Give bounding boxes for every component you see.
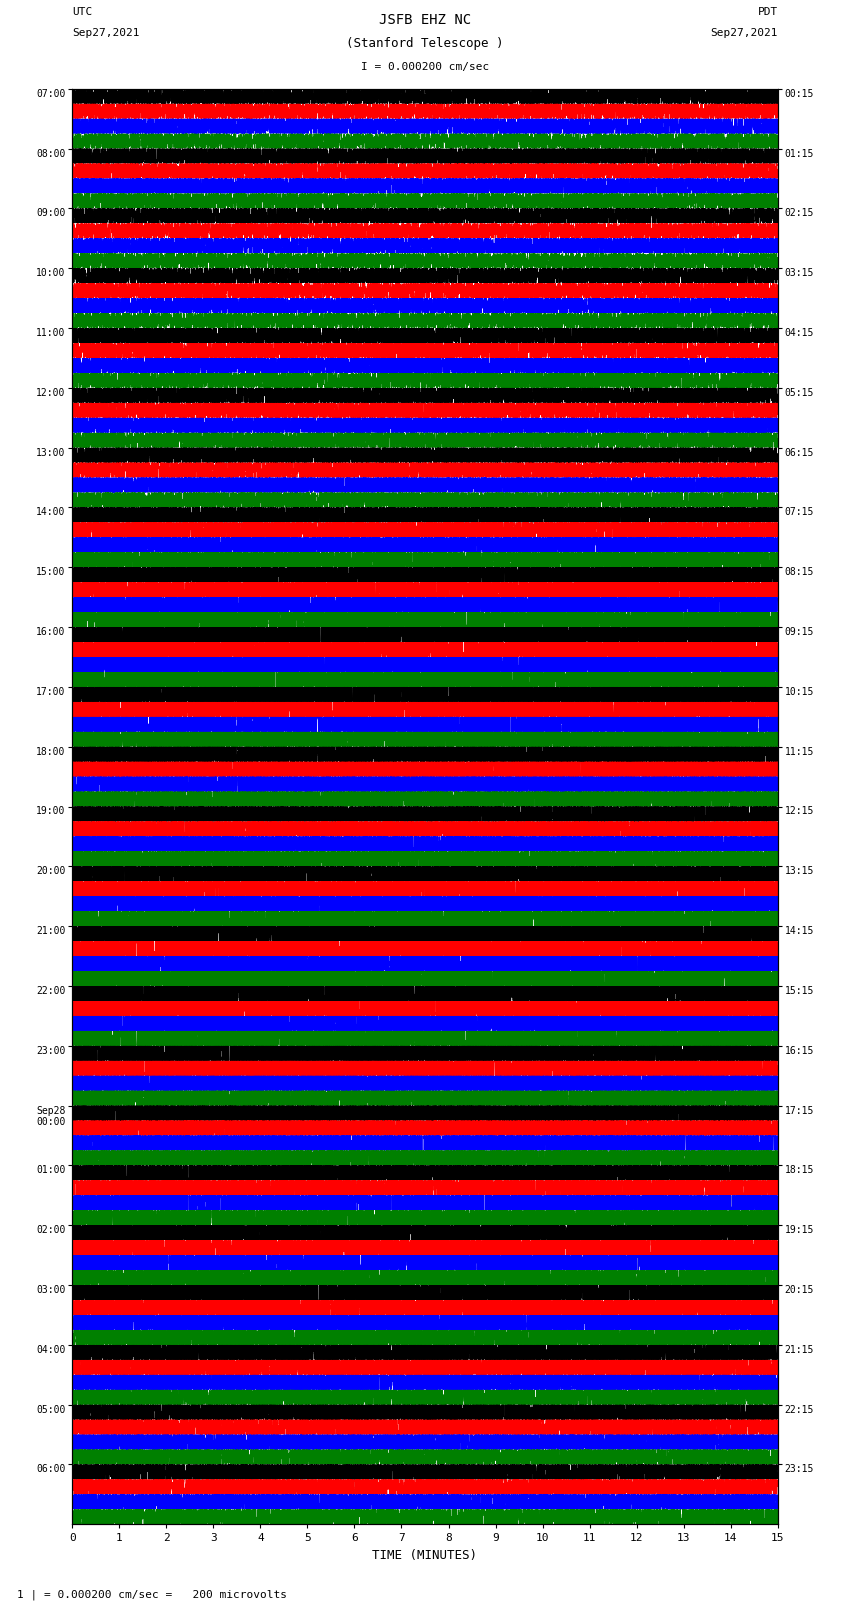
Text: 1 | = 0.000200 cm/sec =   200 microvolts: 1 | = 0.000200 cm/sec = 200 microvolts <box>17 1589 287 1600</box>
Text: UTC: UTC <box>72 6 93 18</box>
Text: I = 0.000200 cm/sec: I = 0.000200 cm/sec <box>361 63 489 73</box>
Text: JSFB EHZ NC: JSFB EHZ NC <box>379 13 471 27</box>
Text: Sep27,2021: Sep27,2021 <box>711 29 778 39</box>
X-axis label: TIME (MINUTES): TIME (MINUTES) <box>372 1548 478 1561</box>
Text: (Stanford Telescope ): (Stanford Telescope ) <box>346 37 504 50</box>
Text: PDT: PDT <box>757 6 778 18</box>
Text: Sep27,2021: Sep27,2021 <box>72 29 139 39</box>
